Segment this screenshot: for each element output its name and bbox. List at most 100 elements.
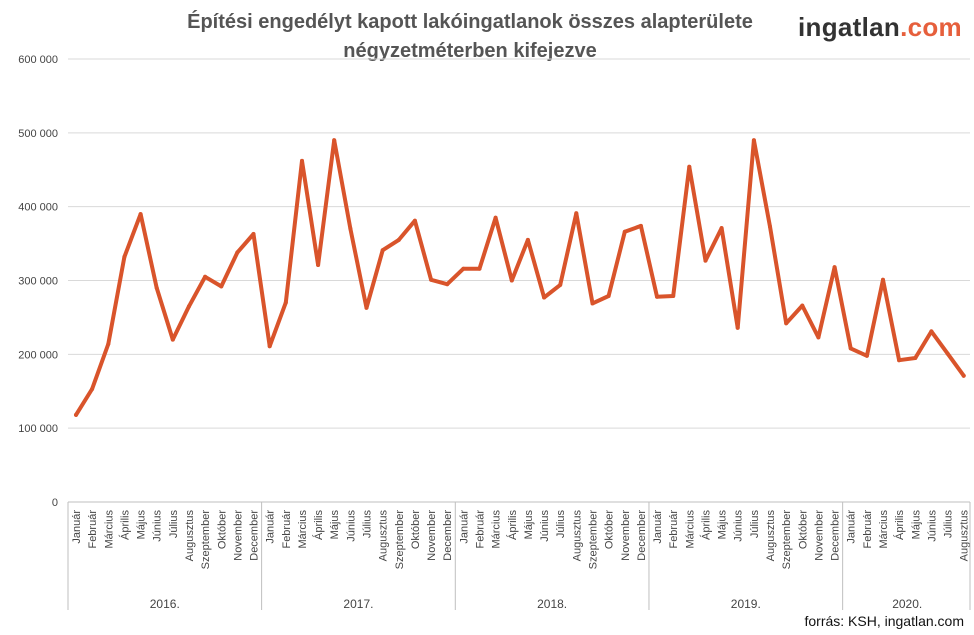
x-tick-label: Február — [87, 510, 99, 549]
y-axis: 0 100 000 200 000 300 000 400 000 500 000 600 … — [18, 54, 58, 509]
x-tick-label: Október — [216, 510, 228, 549]
year-label: 2018. — [537, 597, 567, 611]
data-point — [445, 282, 450, 287]
data-point — [412, 218, 417, 223]
x-tick-label: Február — [668, 510, 680, 549]
x-tick-label: December — [249, 510, 261, 561]
x-tick-label: Május — [523, 510, 535, 540]
data-point — [574, 211, 579, 216]
x-tick-label: Január — [71, 510, 83, 544]
data-point — [768, 224, 772, 229]
y-tick-label: 300 000 — [18, 276, 58, 288]
x-tick-label: Augusztus — [959, 510, 971, 562]
y-tick-label: 500 000 — [18, 128, 58, 140]
data-point — [429, 277, 434, 282]
x-tick-label: Március — [684, 510, 696, 549]
data-point — [74, 412, 78, 417]
x-tick-label: Április — [893, 510, 906, 540]
logo-tld-text: .com — [900, 12, 962, 42]
data-point — [300, 158, 304, 163]
data-point — [961, 373, 966, 378]
data-point — [816, 335, 821, 340]
data-point — [396, 237, 401, 242]
data-point — [864, 353, 869, 358]
data-point — [751, 138, 756, 143]
x-tick-label: Május — [717, 510, 729, 540]
data-point — [477, 266, 482, 271]
x-tick-label: December — [442, 510, 454, 561]
x-tick-label: December — [830, 510, 842, 561]
chart-title: Építési engedélyt kapott lakóingatlanok … — [150, 8, 790, 66]
x-tick-label: Január — [458, 510, 470, 544]
x-tick-label: Augusztus — [378, 510, 390, 562]
x-tick-label: Június — [152, 510, 164, 542]
x-tick-label: Január — [265, 510, 277, 544]
x-tick-label: Augusztus — [571, 510, 583, 562]
x-tick-label: Április — [312, 510, 325, 540]
data-point — [655, 294, 659, 299]
data-point — [671, 294, 676, 298]
x-axis: Január Február Március Április Május Június Jú… — [67, 501, 971, 611]
x-tick-label: Június — [539, 510, 551, 542]
data-point — [800, 303, 805, 308]
x-tick-label: Július — [168, 510, 180, 539]
gridlines — [68, 58, 970, 429]
x-tick-label: Június — [733, 510, 745, 542]
year-label: 2020. — [892, 597, 922, 611]
chart-title-line2: négyzetméterben kifejezve — [343, 40, 597, 62]
y-tick-label: 600 000 — [18, 54, 58, 66]
x-tick-label: November — [813, 510, 825, 561]
data-point — [897, 358, 902, 363]
x-tick-label: Július — [555, 510, 567, 539]
x-tick-label: Június — [345, 510, 357, 542]
year-label: 2019. — [731, 597, 761, 611]
x-tick-label: Október — [604, 510, 616, 549]
data-point — [90, 387, 95, 391]
data-point — [267, 344, 272, 349]
data-point — [606, 294, 611, 298]
x-tick-label: Szeptember — [394, 510, 406, 570]
data-point — [703, 258, 708, 263]
x-tick-label: Március — [878, 510, 890, 549]
data-point — [219, 284, 224, 289]
data-point — [154, 285, 159, 290]
x-tick-label: Október — [797, 510, 809, 549]
logo-main-text: ingatlan — [798, 12, 901, 42]
x-tick-label: Február — [862, 510, 874, 549]
data-point — [590, 301, 595, 306]
x-tick-label: Július — [362, 510, 374, 539]
y-tick-label: 0 — [52, 497, 58, 509]
data-point — [784, 321, 789, 326]
year-label: 2016. — [150, 597, 180, 611]
x-tick-label: Szeptember — [200, 510, 212, 570]
data-point — [735, 325, 740, 330]
x-tick-label: Május — [136, 510, 148, 540]
data-point — [348, 226, 353, 231]
data-point — [170, 337, 175, 342]
data-point — [461, 266, 466, 271]
x-tick-label: Február — [281, 510, 293, 549]
data-point — [509, 278, 514, 283]
series-line — [74, 138, 966, 417]
x-tick-label: Március — [491, 510, 503, 549]
x-tick-label: Május — [910, 510, 922, 540]
data-point — [235, 250, 240, 255]
data-point — [832, 265, 837, 270]
y-tick-label: 100 000 — [18, 423, 58, 435]
y-tick-label: 400 000 — [18, 202, 58, 214]
data-point — [638, 223, 643, 228]
x-tick-label: November — [426, 510, 438, 561]
y-tick-label: 200 000 — [18, 349, 58, 361]
data-point — [542, 295, 547, 300]
data-point — [622, 229, 627, 234]
data-point — [881, 277, 885, 282]
x-tick-label: Július — [749, 510, 761, 539]
data-point — [558, 282, 563, 287]
data-series — [74, 138, 966, 417]
source-note: forrás: KSH, ingatlan.com — [804, 613, 964, 629]
x-tick-label: Április — [506, 510, 519, 540]
x-tick-label: Április — [118, 510, 131, 540]
data-point — [945, 351, 950, 356]
data-point — [687, 164, 692, 169]
x-tick-label: Március — [297, 510, 309, 549]
